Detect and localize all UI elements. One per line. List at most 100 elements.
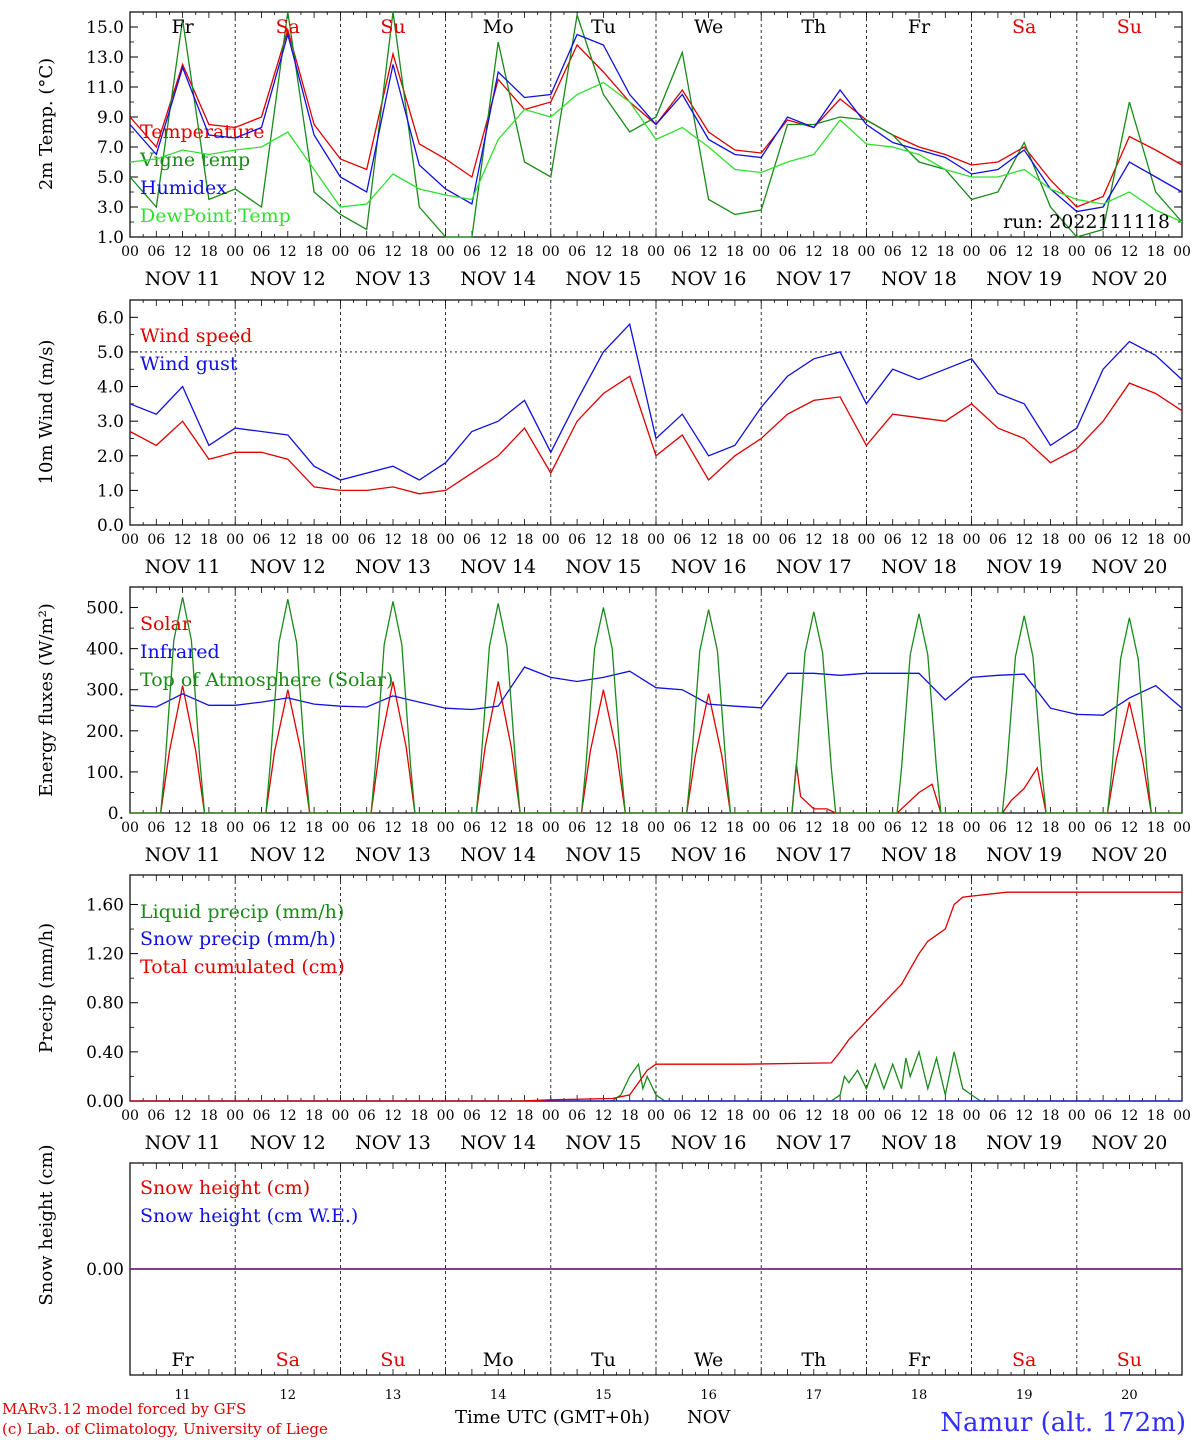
hour-tick-label: 12: [384, 532, 402, 548]
hour-tick-label: 00: [857, 1108, 875, 1124]
day-name-label: Su: [1117, 16, 1142, 38]
hour-tick-label: 12: [910, 532, 928, 548]
hour-tick-label: 00: [121, 820, 139, 836]
hour-tick-label: 00: [647, 820, 665, 836]
hour-tick-label: 18: [305, 820, 323, 836]
hour-tick-label: 12: [1120, 1108, 1138, 1124]
legend-entry: Temperature: [140, 121, 264, 143]
y-tick-label: 13.0: [86, 48, 124, 68]
hour-tick-label: 06: [463, 532, 481, 548]
hour-tick-label: 18: [305, 532, 323, 548]
hour-tick-label: 06: [463, 820, 481, 836]
lab-credit: (c) Lab. of Climatology, University of L…: [2, 1420, 328, 1438]
hour-tick-label: 06: [147, 1108, 165, 1124]
series-line-lightgreen: [129, 81, 1183, 223]
hour-tick-label: 18: [200, 244, 218, 260]
day-number-label: 19: [1016, 1388, 1033, 1403]
hour-tick-label: 12: [1120, 820, 1138, 836]
hour-tick-label: 00: [542, 532, 560, 548]
hour-tick-label: 00: [437, 1108, 455, 1124]
y-tick-label: 0.00: [86, 1092, 124, 1112]
date-label: NOV 15: [565, 556, 641, 578]
hour-tick-label: 18: [726, 244, 744, 260]
hour-tick-label: 00: [647, 532, 665, 548]
hour-tick-label: 06: [358, 244, 376, 260]
hour-tick-label: 12: [805, 532, 823, 548]
day-name-label: Th: [801, 1349, 826, 1371]
hour-tick-label: 12: [279, 1108, 297, 1124]
station-title: Namur (alt. 172m): [940, 1408, 1186, 1438]
date-label: NOV 16: [671, 1132, 747, 1154]
hour-tick-label: 12: [279, 820, 297, 836]
hour-tick-label: 00: [963, 244, 981, 260]
day-name-label: Tu: [591, 16, 616, 38]
hour-tick-label: 06: [358, 820, 376, 836]
panel-energy: 0. 100. 200. 300. 400. 500. Energy fluxes (W/m…: [36, 586, 1191, 866]
y-tick-label: 400.: [86, 640, 124, 660]
hour-tick-label: 00: [226, 820, 244, 836]
hour-tick-label: 12: [1015, 820, 1033, 836]
hour-tick-label: 00: [331, 532, 349, 548]
date-label: NOV 12: [250, 844, 326, 866]
hour-tick-label: 18: [1147, 1108, 1165, 1124]
series-line-blue: [129, 32, 1183, 213]
day-name-label: Su: [380, 1349, 405, 1371]
hour-tick-label: 06: [568, 820, 586, 836]
hour-tick-label: 06: [673, 1108, 691, 1124]
date-label: NOV 15: [565, 1132, 641, 1154]
date-label: NOV 14: [460, 556, 536, 578]
date-label: NOV 16: [671, 844, 747, 866]
hour-tick-label: 00: [542, 820, 560, 836]
hour-tick-label: 00: [752, 532, 770, 548]
hour-tick-label: 18: [936, 532, 954, 548]
hour-tick-label: 12: [594, 820, 612, 836]
day-number-label: 11: [174, 1388, 191, 1403]
day-name-label: We: [694, 16, 723, 38]
hour-tick-label: 18: [410, 532, 428, 548]
y-tick-label: 100.: [86, 763, 124, 783]
hour-tick-label: 12: [1015, 1108, 1033, 1124]
date-label: NOV 19: [986, 268, 1062, 290]
y-tick-label: 9.0: [97, 108, 124, 128]
y-tick-label: 300.: [86, 681, 124, 701]
legend-entry: Snow precip (mm/h): [140, 928, 336, 950]
date-label: NOV 20: [1091, 844, 1167, 866]
hour-tick-label: 18: [621, 532, 639, 548]
date-label: NOV 16: [671, 268, 747, 290]
day-name-label: Sa: [1012, 1349, 1036, 1371]
y-tick-label: 0.: [108, 804, 124, 824]
date-label: NOV 13: [355, 844, 431, 866]
panel-temp: 1.0 3.0 5.0 7.0 9.0 11.0 13.0 15.0 2m Temp. (°C)…: [36, 11, 1191, 290]
date-label: NOV 11: [145, 844, 221, 866]
hour-tick-label: 12: [910, 820, 928, 836]
hour-tick-label: 06: [884, 820, 902, 836]
hour-tick-label: 00: [542, 1108, 560, 1124]
day-name-label: Sa: [276, 16, 300, 38]
hour-tick-label: 18: [200, 532, 218, 548]
hour-tick-label: 12: [279, 532, 297, 548]
y-tick-label: 2.0: [97, 447, 124, 467]
hour-tick-label: 00: [121, 532, 139, 548]
y-tick-label: 1.20: [86, 945, 124, 965]
hour-tick-label: 06: [779, 244, 797, 260]
hour-tick-label: 06: [1094, 532, 1112, 548]
hour-tick-label: 18: [1147, 244, 1165, 260]
day-name-label: Fr: [908, 16, 931, 38]
hour-tick-label: 12: [174, 532, 192, 548]
day-number-label: 16: [700, 1388, 717, 1403]
series-line-green: [129, 11, 1183, 238]
hour-tick-label: 18: [621, 244, 639, 260]
date-label: NOV 11: [145, 556, 221, 578]
legend-entry: Total cumulated (cm): [140, 956, 345, 978]
date-label: NOV 20: [1091, 1132, 1167, 1154]
hour-tick-label: 06: [673, 820, 691, 836]
hour-tick-label: 06: [989, 820, 1007, 836]
day-number-label: 14: [490, 1388, 507, 1403]
y-axis-label: 2m Temp. (°C): [36, 58, 57, 190]
day-number-label: 20: [1121, 1388, 1138, 1403]
hour-tick-label: 12: [384, 820, 402, 836]
hour-tick-label: 00: [542, 244, 560, 260]
day-name-label: Su: [1117, 1349, 1142, 1371]
hour-tick-label: 18: [410, 244, 428, 260]
hour-tick-label: 00: [857, 244, 875, 260]
